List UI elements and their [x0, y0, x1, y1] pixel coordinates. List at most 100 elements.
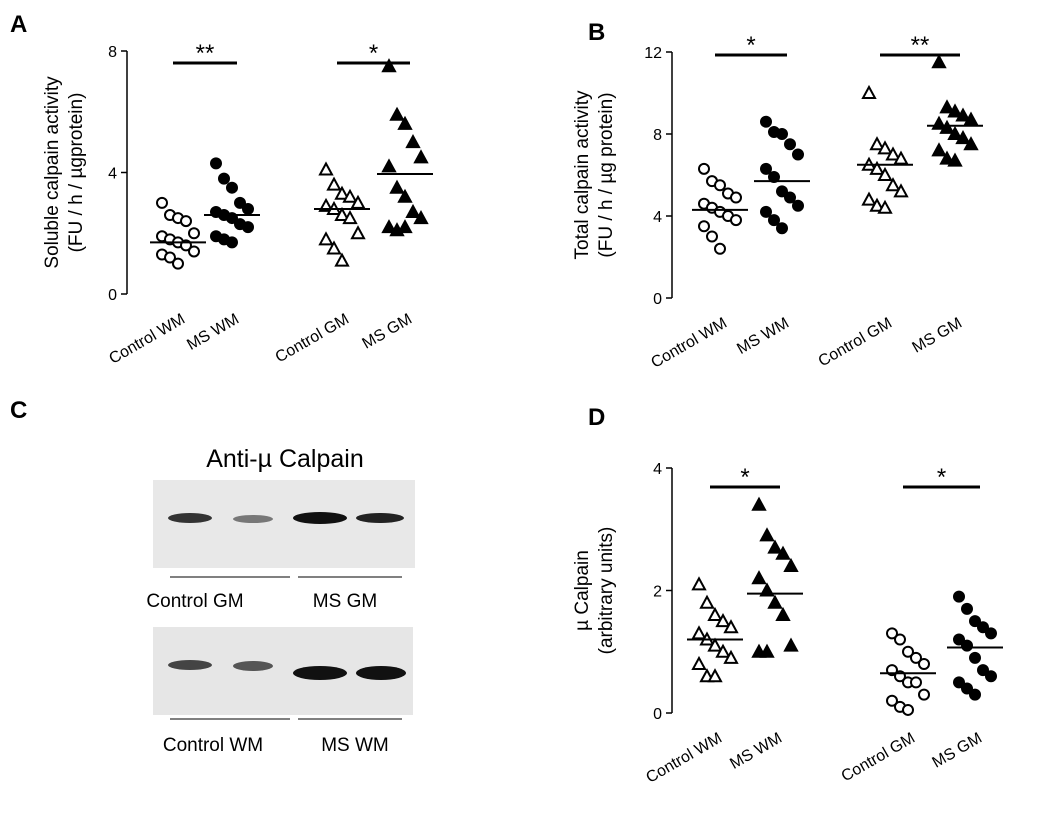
data-point — [760, 205, 772, 218]
y-tick-label: 2 — [653, 584, 662, 601]
data-point — [877, 140, 893, 155]
data-point — [961, 682, 973, 695]
data-point — [969, 688, 981, 701]
data-point — [691, 625, 707, 640]
data-point — [760, 162, 772, 175]
data-point — [164, 251, 176, 264]
data-point — [902, 645, 914, 658]
data-point — [918, 658, 930, 670]
data-point — [405, 203, 421, 218]
data-point — [397, 115, 413, 130]
data-point — [861, 84, 877, 99]
data-point — [977, 621, 989, 634]
data-point — [759, 527, 775, 542]
data-point — [706, 230, 718, 243]
data-point — [767, 539, 783, 554]
data-point — [931, 54, 947, 69]
data-point — [397, 188, 413, 203]
lane-label: Control GM — [146, 591, 243, 612]
data-point — [955, 107, 971, 122]
significance-label: * — [937, 464, 946, 491]
blot-band — [233, 515, 273, 523]
data-point — [894, 633, 906, 646]
data-point — [969, 651, 981, 664]
data-point — [893, 183, 909, 198]
y-tick-label: 0 — [653, 291, 662, 308]
data-point — [714, 242, 726, 255]
x-tick-label: MS GM — [930, 730, 985, 772]
y-axis-label: µ Calpain — [572, 550, 593, 631]
data-point — [350, 225, 366, 240]
blot-band — [293, 666, 347, 680]
x-tick-label: MS GM — [360, 311, 415, 353]
data-point — [234, 196, 246, 209]
data-point — [381, 158, 397, 173]
data-point — [775, 545, 791, 560]
data-point — [918, 688, 930, 701]
data-point — [242, 221, 254, 234]
x-tick-label: Control GM — [839, 730, 918, 786]
data-point — [969, 615, 981, 628]
data-point — [226, 236, 238, 249]
data-point — [218, 172, 230, 185]
data-point — [776, 128, 788, 140]
x-tick-label: MS WM — [184, 311, 242, 354]
data-point — [751, 496, 767, 511]
data-point — [939, 150, 955, 165]
data-point — [784, 138, 796, 151]
data-point — [768, 214, 780, 227]
data-point — [776, 222, 788, 235]
x-tick-label: Control WM — [643, 730, 725, 787]
data-point — [885, 177, 901, 192]
data-point — [939, 119, 955, 134]
data-point — [342, 209, 358, 225]
data-point — [963, 136, 979, 151]
y-tick-label: 12 — [644, 45, 662, 62]
data-point — [939, 99, 955, 114]
data-point — [792, 199, 804, 212]
data-point — [156, 196, 168, 209]
data-point — [691, 655, 707, 670]
data-point — [977, 664, 989, 677]
data-point — [715, 643, 731, 658]
x-tick-label: Control GM — [816, 315, 895, 371]
panel-letter: B — [588, 19, 605, 46]
data-point — [210, 157, 222, 170]
data-point — [226, 181, 238, 194]
significance-label: * — [369, 40, 378, 67]
data-point — [963, 111, 979, 126]
data-point — [714, 179, 726, 192]
data-point — [730, 191, 742, 204]
blot-band — [356, 513, 404, 523]
data-point — [759, 643, 775, 658]
panel-letter: A — [10, 11, 27, 38]
y-tick-label: 4 — [653, 209, 662, 226]
data-point — [715, 613, 731, 628]
data-point — [910, 651, 922, 664]
data-point — [751, 570, 767, 585]
data-point — [397, 219, 413, 234]
data-point — [893, 150, 909, 165]
data-point — [775, 606, 791, 621]
data-point — [381, 58, 397, 73]
y-tick-label: 0 — [108, 287, 117, 304]
x-tick-label: MS WM — [727, 730, 785, 773]
y-axis-label: Soluble calpain activity — [42, 76, 63, 269]
data-point — [767, 594, 783, 609]
data-point — [707, 668, 723, 683]
data-point — [334, 206, 350, 222]
data-point — [723, 619, 739, 634]
data-point — [326, 176, 342, 191]
data-point — [242, 202, 254, 215]
data-point — [326, 240, 342, 255]
significance-label: * — [746, 32, 755, 59]
data-point — [188, 227, 200, 240]
data-point — [877, 199, 893, 214]
data-point — [334, 252, 350, 267]
data-point — [698, 162, 710, 175]
x-tick-label: MS WM — [734, 315, 792, 358]
data-point — [902, 703, 914, 716]
data-point — [405, 134, 421, 149]
data-point — [334, 185, 350, 200]
data-point — [172, 257, 184, 270]
